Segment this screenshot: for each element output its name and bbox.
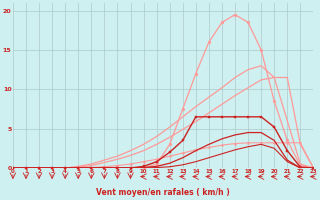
X-axis label: Vent moyen/en rafales ( km/h ): Vent moyen/en rafales ( km/h ) bbox=[96, 188, 230, 197]
